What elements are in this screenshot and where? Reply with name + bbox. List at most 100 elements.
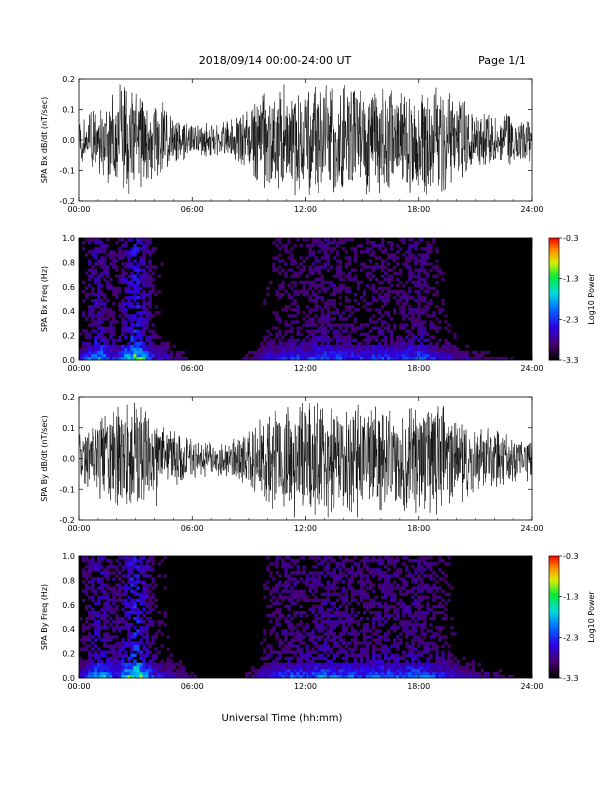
spectrogram-cell <box>323 347 327 352</box>
spectrogram-cell <box>190 671 195 676</box>
spectrogram-cell <box>314 641 318 645</box>
spectrogram-cell <box>308 350 312 355</box>
spectrogram-cell <box>441 610 445 615</box>
spectrogram-cell <box>130 598 134 603</box>
spectrogram-cell <box>311 604 315 609</box>
spectrogram-cell <box>103 571 107 575</box>
spectrogram-cell <box>350 329 355 333</box>
spectrogram-cell <box>320 311 324 315</box>
spectrogram-cell <box>326 638 330 642</box>
spectrogram-cell <box>381 559 385 563</box>
spectrogram-cell <box>293 668 297 673</box>
spectrogram-cell <box>414 283 418 288</box>
spectrogram-cell <box>109 250 113 254</box>
spectrogram-cell <box>326 623 330 627</box>
spectrogram-cell <box>359 674 364 679</box>
spectrogram-cell <box>115 295 119 300</box>
spectrogram-cell <box>405 356 409 361</box>
spectrogram-cell <box>447 562 451 566</box>
spectrogram-cell <box>157 356 161 361</box>
spectrogram-cell <box>142 629 146 633</box>
spectrogram-cell <box>420 626 424 630</box>
spectrogram-cell <box>423 559 427 563</box>
spectrogram-cell <box>390 644 394 648</box>
spectrogram-cell <box>377 356 382 361</box>
spectrogram-cell <box>88 305 92 309</box>
colorbar-swatch <box>549 592 559 596</box>
colorbar-swatch <box>549 238 559 241</box>
spectrogram-cell <box>356 356 361 361</box>
spectrogram-cell <box>278 668 282 673</box>
spectrogram-cell <box>100 311 104 315</box>
spectrogram-cell <box>100 335 104 339</box>
spectrogram-cell <box>396 250 400 254</box>
spectrogram-cell <box>311 638 315 642</box>
spectrogram-cell <box>453 656 457 660</box>
spectrogram-cell <box>347 262 352 266</box>
spectrogram-cell <box>399 601 403 606</box>
spectrogram-cell <box>341 238 346 242</box>
spectrogram-cell <box>350 580 355 584</box>
spectrogram-cell <box>344 610 349 615</box>
spectrogram-cell <box>317 604 321 609</box>
spectrogram-cell <box>100 559 104 563</box>
spectrogram-cell <box>124 586 128 590</box>
spectrogram-cell <box>423 662 427 667</box>
spectrogram-cell <box>151 314 155 318</box>
y-tick-label: 0.6 <box>62 601 75 610</box>
spectrogram-cell <box>332 635 336 639</box>
spectrogram-cell <box>387 592 391 596</box>
spectrogram-cell <box>429 250 433 254</box>
spectrogram-cell <box>335 356 340 361</box>
spectrogram-cell <box>323 286 327 291</box>
spectrogram-cell <box>414 568 418 572</box>
spectrogram-cell <box>91 299 95 303</box>
spectrogram-cell <box>115 598 119 603</box>
x-tick-label: 12:00 <box>294 682 317 691</box>
spectrogram-cell <box>115 286 119 291</box>
spectrogram-cell <box>296 356 300 361</box>
spectrogram-cell <box>299 571 303 575</box>
spectrogram-cell <box>368 568 373 572</box>
spectrogram-cell <box>471 674 475 679</box>
spectrogram-cell <box>420 259 424 263</box>
spectrogram-cell <box>266 604 270 609</box>
colorbar-swatch <box>549 353 559 357</box>
spectrogram-cell <box>329 659 333 664</box>
spectrogram-cell <box>260 353 264 358</box>
spectrogram-cell <box>106 604 110 609</box>
spectrogram-cell <box>145 559 149 563</box>
spectrogram-cell <box>142 341 146 346</box>
spectrogram-cell <box>368 277 373 281</box>
spectrogram-cell <box>362 668 367 673</box>
spectrogram-cell <box>390 268 394 272</box>
spectrogram-cell <box>281 632 285 636</box>
spectrogram-cell <box>127 238 131 242</box>
spectrogram-cell <box>338 274 343 278</box>
spectrogram-cell <box>362 565 367 569</box>
spectrogram-cell <box>290 341 294 346</box>
colorbar-swatch <box>549 612 559 616</box>
spectrogram-cell <box>151 556 155 560</box>
spectrogram-cell <box>278 265 282 269</box>
spectrogram-cell <box>393 659 397 664</box>
spectrogram-cell <box>371 286 376 291</box>
spectrogram-cell <box>97 356 101 361</box>
spectrogram-cell <box>384 613 388 618</box>
spectrogram-cell <box>284 556 288 560</box>
spectrogram-cell <box>338 632 343 636</box>
spectrogram-cell <box>290 259 294 263</box>
spectrogram-cell <box>308 650 312 654</box>
spectrogram-cell <box>160 671 164 676</box>
spectrogram-cell <box>106 314 110 318</box>
spectrogram-cell <box>441 350 445 355</box>
spectrogram-cell <box>287 626 291 630</box>
spectrogram-cell <box>429 623 433 627</box>
spectrogram-cell <box>335 241 340 245</box>
spectrogram-cell <box>390 586 394 590</box>
spectrogram-cell <box>278 592 282 596</box>
spectrogram-cell <box>371 299 376 303</box>
spectrogram-cell <box>121 244 125 248</box>
spectrogram-cell <box>124 356 128 361</box>
spectrogram-cell <box>320 653 324 657</box>
